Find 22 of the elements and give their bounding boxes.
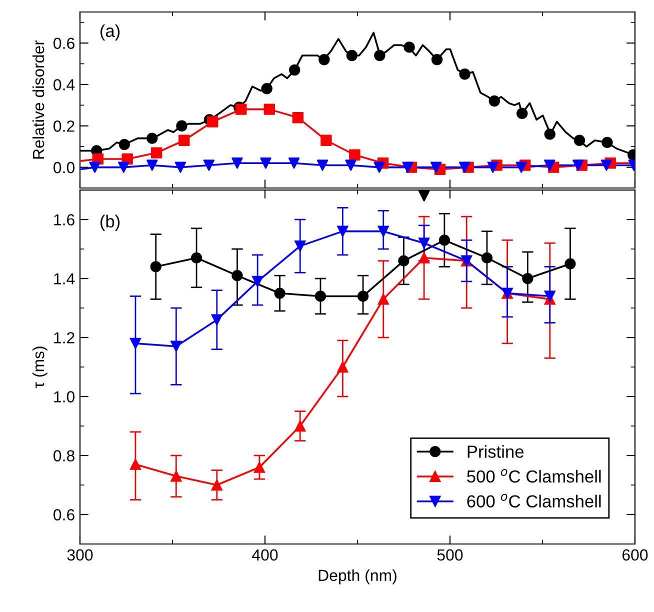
x-tick-label: 500 [437, 549, 463, 561]
x-axis-title: Depth (nm) [318, 569, 396, 584]
y-tick-label: 1.6 [54, 214, 74, 226]
x-tick-label: 400 [252, 549, 278, 561]
y-tick-label: 0.0 [54, 162, 74, 174]
y-tick-label: 1.0 [54, 391, 74, 402]
y-tick-label: 0.6 [54, 509, 74, 520]
x-tick-label: 300 [67, 549, 93, 561]
y-tick-label: 0.8 [54, 450, 74, 462]
y-tick-label: 0.2 [54, 120, 74, 132]
x-tick-label: 600 [622, 549, 648, 561]
legend-label: 600 $^{o}$C Clamshell [467, 494, 601, 508]
annotation: (a) [100, 24, 120, 40]
legend-label: Pristine [468, 445, 524, 458]
y-tick-label: 1.4 [54, 273, 75, 284]
y-axis-title: τ (ms) [32, 346, 48, 388]
y-tick-label: 0.6 [54, 38, 74, 49]
y-tick-label: 1.2 [54, 332, 74, 344]
y-tick-label: 0.4 [54, 79, 75, 90]
annotation: (b) [100, 214, 120, 231]
y-axis-title: Relative disorder [32, 40, 44, 159]
legend-label: 500 $^{o}$C Clamshell [467, 469, 601, 483]
